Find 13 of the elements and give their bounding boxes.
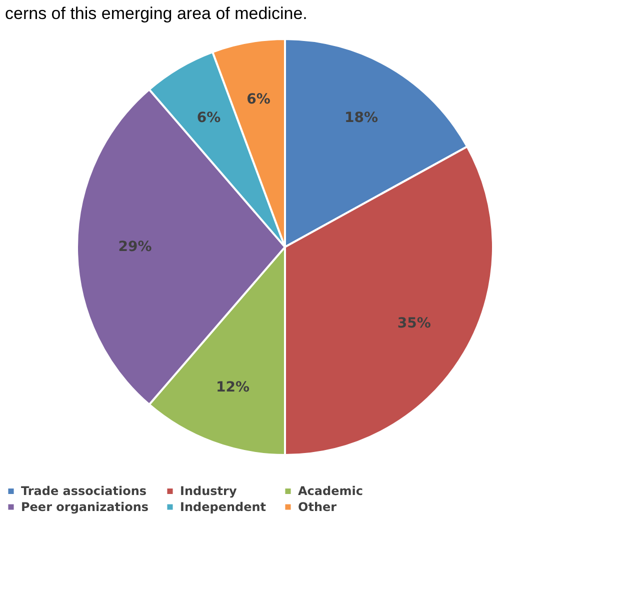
legend-label: Academic bbox=[298, 484, 363, 498]
data-label: 35% bbox=[397, 315, 431, 332]
data-label: 12% bbox=[216, 380, 250, 396]
legend-label: Industry bbox=[180, 484, 237, 498]
data-label: 29% bbox=[118, 239, 152, 255]
data-label: 18% bbox=[344, 110, 378, 126]
legend-label: Independent bbox=[180, 500, 266, 514]
legend-label: Peer organizations bbox=[21, 500, 149, 514]
legend-label: Trade associations bbox=[21, 484, 147, 498]
text: cerns of this emerging area of medicine. bbox=[5, 4, 308, 23]
legend-label: Other bbox=[298, 500, 337, 514]
data-label: 6% bbox=[246, 91, 270, 108]
data-label: 6% bbox=[196, 110, 221, 126]
